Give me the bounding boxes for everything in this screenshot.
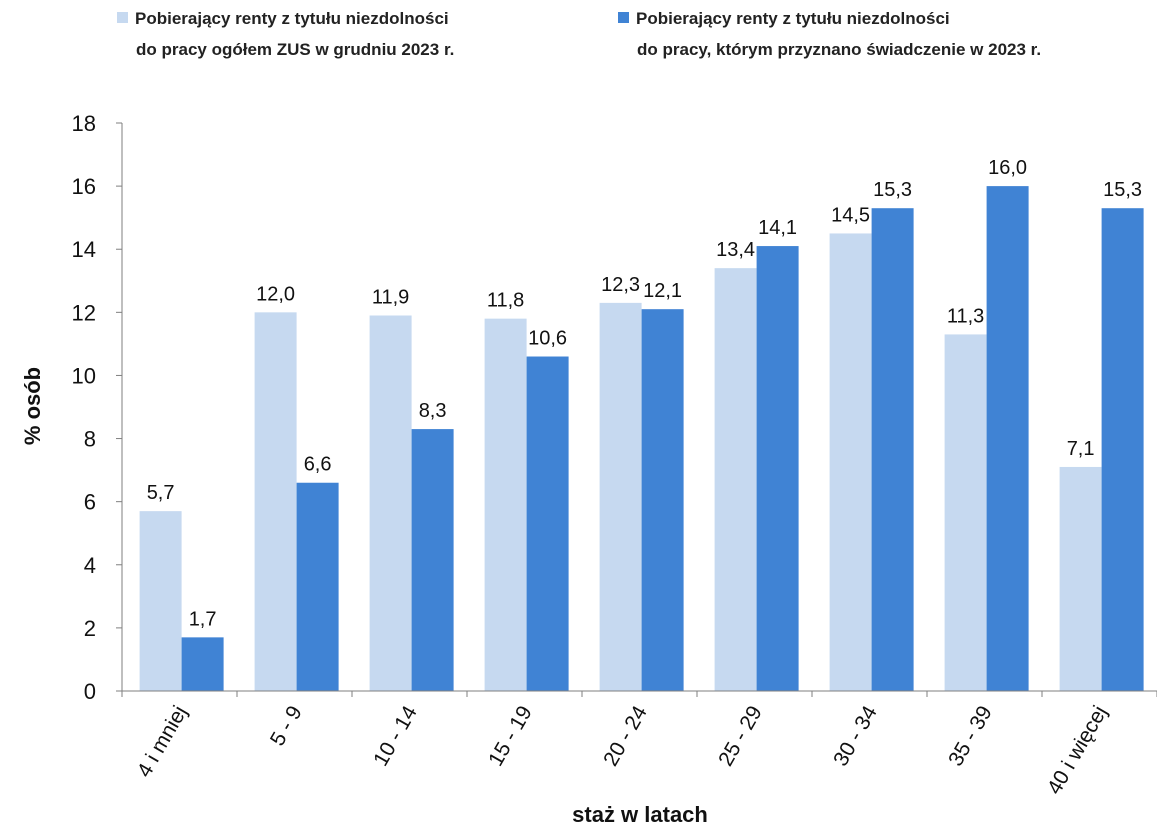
legend-label-2-line-1: Pobierający renty z tytułu niezdolności xyxy=(636,9,950,28)
y-tick-label: 18 xyxy=(72,111,96,136)
data-label-series-2: 6,6 xyxy=(304,454,332,476)
x-tick-label: 30 - 34 xyxy=(829,702,882,770)
bar-series-2 xyxy=(1101,208,1144,691)
x-tick-label: 25 - 29 xyxy=(714,702,767,770)
data-label-series-1: 5,7 xyxy=(147,482,175,504)
x-tick-label: 35 - 39 xyxy=(944,702,997,770)
data-label-series-1: 11,9 xyxy=(372,286,409,308)
bar-series-1 xyxy=(599,302,642,691)
data-label-series-2: 1,7 xyxy=(189,608,217,630)
bar-series-1 xyxy=(829,233,872,691)
y-tick-label: 12 xyxy=(72,300,96,325)
y-tick-label: 10 xyxy=(72,363,96,388)
x-tick-label: 5 - 9 xyxy=(266,702,307,750)
bar-series-2 xyxy=(986,186,1029,691)
bar-series-2 xyxy=(411,429,454,691)
x-tick-label: 40 i więcej xyxy=(1043,702,1112,798)
data-label-series-1: 12,0 xyxy=(256,283,295,305)
data-labels: 5,7 12,0 11,9 11,8 12,3 13,4 14,5 11,3 7,1 1,7 6,6… xyxy=(147,157,1142,630)
data-label-series-1: 14,5 xyxy=(831,204,870,226)
y-axis: 0 2 4 6 8 10 12 14 16 18 xyxy=(72,111,123,704)
bar-series-2 xyxy=(296,482,339,691)
x-tick-label: 15 - 19 xyxy=(484,702,537,770)
bar-series-1 xyxy=(944,334,987,691)
legend-swatch-2 xyxy=(618,12,629,23)
y-tick-label: 0 xyxy=(84,679,96,704)
y-tick-label: 14 xyxy=(72,237,96,262)
y-tick-label: 16 xyxy=(72,174,96,199)
data-label-series-1: 11,8 xyxy=(487,290,524,312)
legend: Pobierający renty z tytułu niezdolności d… xyxy=(117,9,1041,59)
data-label-series-2: 8,3 xyxy=(419,400,447,422)
bars xyxy=(139,186,1144,692)
bar-series-2 xyxy=(756,246,799,692)
data-label-series-2: 15,3 xyxy=(873,179,912,201)
data-label-series-1: 12,3 xyxy=(601,274,640,296)
bar-series-1 xyxy=(484,318,527,691)
y-tick-label: 8 xyxy=(84,427,96,452)
x-axis: 4 i mniej 5 - 9 10 - 14 15 - 19 20 - 24 25 - … xyxy=(121,690,1157,798)
data-label-series-1: 11,3 xyxy=(947,305,984,327)
x-axis-title: staż w latach xyxy=(572,802,708,827)
data-label-series-2: 10,6 xyxy=(528,328,567,350)
bar-series-2 xyxy=(526,356,569,691)
bar-series-2 xyxy=(641,309,684,691)
data-label-series-1: 13,4 xyxy=(716,239,755,261)
bar-series-2 xyxy=(871,208,914,691)
x-tick-label: 20 - 24 xyxy=(599,702,652,770)
x-tick-label: 10 - 14 xyxy=(369,702,422,770)
data-label-series-2: 14,1 xyxy=(758,217,797,239)
y-tick-label: 6 xyxy=(84,490,96,515)
bar-series-1 xyxy=(139,511,182,691)
legend-label-1-line-2: do pracy ogółem ZUS w grudniu 2023 r. xyxy=(136,40,454,59)
y-tick-label: 4 xyxy=(84,553,96,578)
legend-label-1-line-1: Pobierający renty z tytułu niezdolności xyxy=(135,9,449,28)
data-label-series-1: 7,1 xyxy=(1067,438,1095,460)
bar-series-1 xyxy=(714,268,757,691)
data-label-series-2: 16,0 xyxy=(988,157,1027,179)
data-label-series-2: 12,1 xyxy=(643,280,682,302)
legend-swatch-1 xyxy=(117,12,128,23)
bar-series-2 xyxy=(181,637,224,691)
y-axis-title: % osób xyxy=(20,367,45,445)
data-label-series-2: 15,3 xyxy=(1103,179,1142,201)
legend-label-2-line-2: do pracy, którym przyznano świadczenie w… xyxy=(637,40,1041,59)
y-tick-label: 2 xyxy=(84,616,96,641)
bar-series-1 xyxy=(254,312,297,691)
bar-series-1 xyxy=(369,315,412,691)
bar-series-1 xyxy=(1059,466,1102,691)
x-tick-label: 4 i mniej xyxy=(133,702,192,781)
